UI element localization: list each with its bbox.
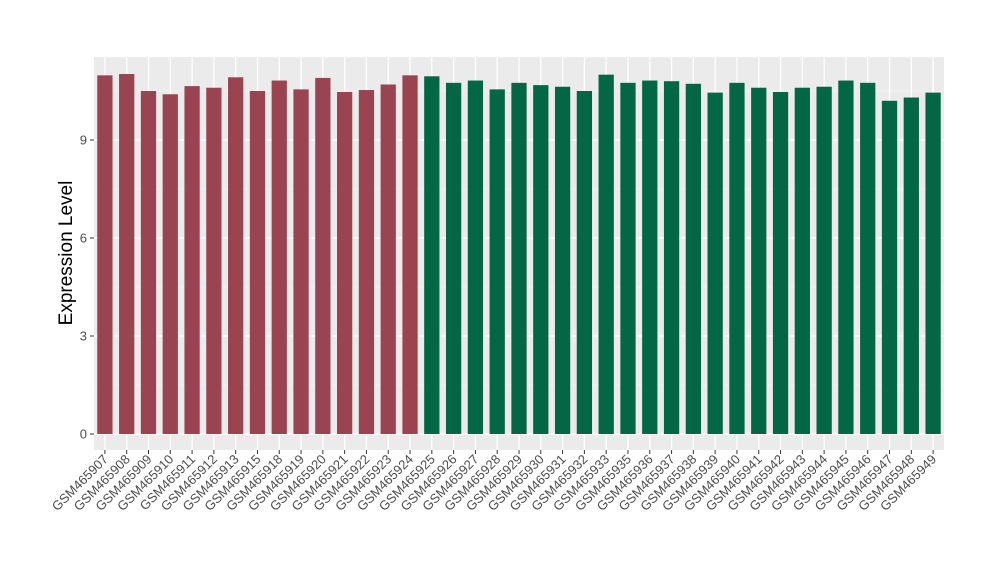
bar-GSM465937 bbox=[663, 81, 680, 434]
bar-GSM465942 bbox=[772, 91, 789, 434]
bar-GSM465947 bbox=[881, 100, 898, 435]
bar-GSM465927 bbox=[467, 80, 484, 435]
bar-GSM465925 bbox=[424, 76, 440, 435]
y-axis-label: Expression Level bbox=[56, 181, 77, 326]
bar-GSM465928 bbox=[489, 89, 505, 435]
bar-GSM465922 bbox=[358, 90, 375, 435]
bar-GSM465907 bbox=[97, 75, 113, 434]
bar-GSM465924 bbox=[402, 75, 418, 434]
bar-GSM465944 bbox=[816, 86, 832, 434]
bar-GSM465935 bbox=[620, 82, 636, 434]
bar-GSM465920 bbox=[315, 77, 331, 435]
bar-GSM465909 bbox=[140, 91, 157, 434]
bar-GSM465919 bbox=[293, 89, 309, 435]
bar-GSM465941 bbox=[751, 87, 767, 434]
bar-GSM465911 bbox=[184, 86, 200, 434]
bar-GSM465936 bbox=[642, 80, 658, 435]
bar-GSM465939 bbox=[707, 92, 723, 434]
bar-GSM465915 bbox=[249, 91, 266, 434]
bars bbox=[97, 74, 941, 435]
bar-GSM465931 bbox=[554, 86, 571, 434]
bar-GSM465933 bbox=[598, 74, 614, 435]
y-tick-label: 0 bbox=[80, 427, 87, 442]
bar-GSM465938 bbox=[685, 83, 701, 434]
bar-GSM465940 bbox=[729, 82, 745, 434]
bar-GSM465921 bbox=[337, 91, 353, 434]
bar-GSM465923 bbox=[380, 84, 396, 434]
bar-GSM465930 bbox=[533, 85, 549, 435]
bar-GSM465945 bbox=[838, 80, 854, 435]
x-axis: GSM465907GSM465908GSM465909GSM465910GSM4… bbox=[49, 450, 939, 514]
bar-GSM465946 bbox=[860, 82, 876, 434]
y-tick-label: 6 bbox=[80, 231, 87, 246]
bar-GSM465910 bbox=[162, 94, 178, 435]
bar-GSM465932 bbox=[576, 91, 593, 434]
bar-GSM465918 bbox=[271, 80, 287, 435]
bar-GSM465949 bbox=[925, 92, 941, 434]
y-tick-label: 3 bbox=[80, 329, 87, 344]
bar-GSM465926 bbox=[445, 82, 462, 434]
bar-GSM465943 bbox=[794, 87, 810, 434]
bar-GSM465948 bbox=[903, 97, 919, 434]
bar-GSM465908 bbox=[119, 74, 135, 434]
bar-GSM465913 bbox=[228, 77, 244, 434]
bar-GSM465912 bbox=[206, 87, 222, 434]
y-axis: 0 3 6 9 bbox=[80, 133, 94, 442]
y-tick-label: 9 bbox=[80, 133, 87, 148]
bar-GSM465929 bbox=[511, 82, 527, 434]
